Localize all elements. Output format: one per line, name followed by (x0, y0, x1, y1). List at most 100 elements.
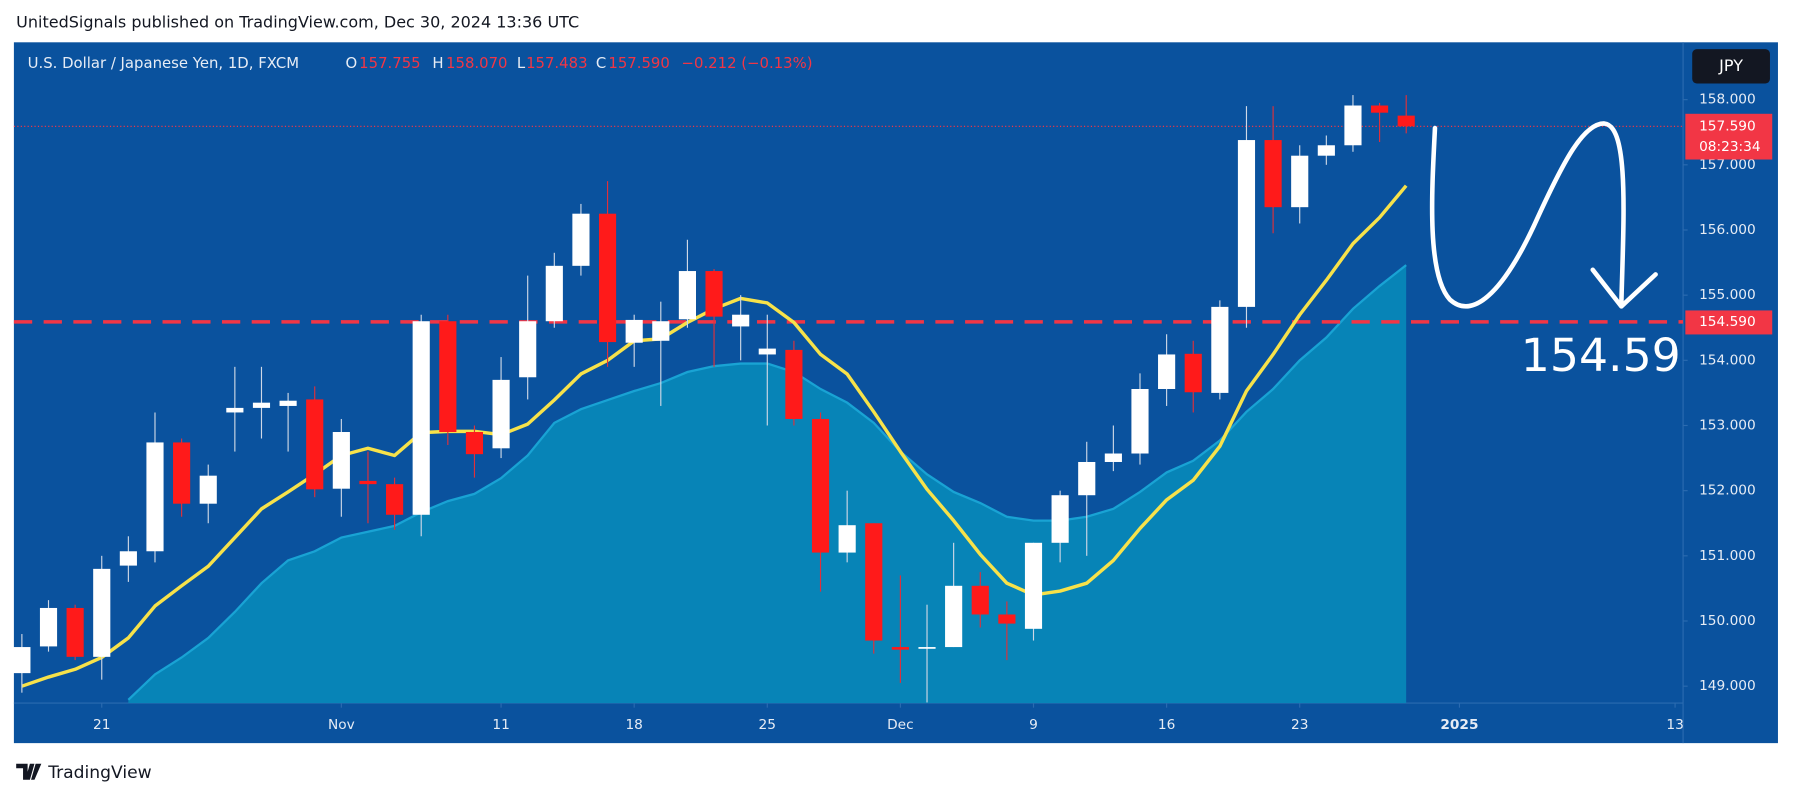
x-tick-label: 21 (93, 717, 110, 733)
candle-body (652, 321, 670, 341)
candle-body (119, 551, 137, 566)
candle-body (1158, 354, 1176, 389)
low-value: 157.483 (526, 54, 587, 72)
x-tick-label: 16 (1158, 717, 1175, 733)
tv-logo (16, 763, 42, 780)
y-tick-label: 150.000 (1699, 613, 1756, 629)
footer: TradingView (16, 763, 152, 783)
candle-body (545, 265, 563, 322)
candle-body (1184, 353, 1202, 393)
candle-body (891, 647, 909, 650)
y-tick-label: 155.000 (1699, 287, 1756, 303)
legend: U.S. Dollar / Japanese Yen, 1D, FXCM O 1… (28, 54, 813, 72)
candle-body (465, 432, 484, 455)
candle-body (758, 348, 776, 355)
candle-body (838, 525, 856, 553)
change-value: −0.212 (−0.13%) (682, 54, 813, 72)
arrow-curve (1429, 121, 1626, 309)
candle-body (678, 271, 696, 320)
candle-body (785, 349, 803, 419)
y-tick-label: 158.000 (1699, 92, 1756, 108)
candle-body (945, 585, 963, 648)
candle-body (705, 271, 723, 317)
candle-body (998, 614, 1016, 624)
currency-button-bg[interactable] (1692, 49, 1770, 84)
candle-body (66, 607, 84, 657)
level-price-label: 154.590 (1699, 314, 1756, 330)
candle-body (279, 400, 297, 406)
symbol: U.S. Dollar / Japanese Yen, 1D, FXCM (28, 54, 299, 72)
candle-body (1211, 306, 1229, 393)
countdown-label: 08:23:34 (1699, 139, 1761, 155)
candle-body (332, 432, 350, 489)
x-tick-label: 9 (1029, 717, 1038, 733)
currency-button[interactable]: JPY (1692, 49, 1770, 84)
candle-body (93, 568, 111, 657)
candle-body (439, 321, 457, 433)
low-label: L (517, 54, 526, 72)
candle-body (1317, 145, 1335, 156)
y-tick-label: 151.000 (1699, 548, 1756, 564)
candle-body (598, 213, 617, 343)
y-tick-label: 154.000 (1699, 352, 1756, 368)
candle-body (572, 213, 590, 266)
y-tick-label: 156.000 (1699, 222, 1756, 238)
candle-body (1078, 461, 1096, 496)
currency-label[interactable]: JPY (1718, 56, 1743, 75)
candle-body (146, 442, 164, 552)
footer-brand: TradingView (47, 763, 151, 783)
candle-body (1397, 115, 1415, 127)
overlay: 149.000 150.000 151.000 152.000 153.000 154.0… (93, 92, 1773, 733)
publish-header: UnitedSignals published on TradingView.c… (16, 12, 579, 31)
x-tick-label: 18 (625, 717, 642, 733)
drawn-arrow (1429, 121, 1658, 309)
open-value: 157.755 (359, 54, 420, 72)
candle-body (732, 314, 750, 327)
candle-body (1344, 105, 1362, 146)
y-tick-label: 152.000 (1699, 483, 1756, 499)
x-tick-label: Dec (887, 717, 914, 733)
candle-body (811, 418, 830, 553)
candle-body (865, 523, 883, 641)
candle-body (1237, 140, 1256, 307)
candle-body (1371, 105, 1389, 113)
open-label: O (345, 54, 357, 72)
candle-body (1264, 140, 1282, 208)
candle-body (13, 647, 31, 674)
y-tick-label: 157.000 (1699, 157, 1756, 173)
high-value: 158.070 (446, 54, 507, 72)
candle-body (386, 484, 404, 515)
candle-body (1104, 453, 1122, 462)
current-price-box (1685, 113, 1773, 160)
arrow-head (1590, 267, 1658, 309)
candle-body (1024, 542, 1043, 629)
level-annotation: 154.59 (1521, 329, 1681, 382)
candle-body (918, 647, 936, 649)
x-tick-label: 11 (492, 717, 509, 733)
candle-body (199, 475, 217, 504)
ma-long-area (128, 265, 1407, 704)
plot (13, 95, 1684, 704)
close-value: 157.590 (608, 54, 669, 72)
x-tick-label: 2025 (1440, 717, 1478, 733)
x-tick-label: 23 (1291, 717, 1308, 733)
candle-body (412, 321, 430, 515)
x-tick-label: 25 (759, 717, 776, 733)
candle-body (492, 379, 510, 449)
candle-body (306, 399, 324, 490)
level-price-box (1685, 310, 1773, 335)
high-label: H (432, 54, 443, 72)
candle-body (226, 407, 244, 413)
candle-body (173, 442, 191, 504)
x-tick-label: 13 (1666, 717, 1683, 733)
candle-body (252, 402, 271, 408)
candle-body (625, 319, 643, 343)
close-label: C (596, 54, 606, 72)
candle-body (359, 480, 377, 485)
current-price-label: 157.590 (1699, 118, 1756, 134)
candle-body (1051, 495, 1069, 543)
candle-body (1131, 388, 1149, 454)
y-tick-label: 153.000 (1699, 417, 1756, 433)
